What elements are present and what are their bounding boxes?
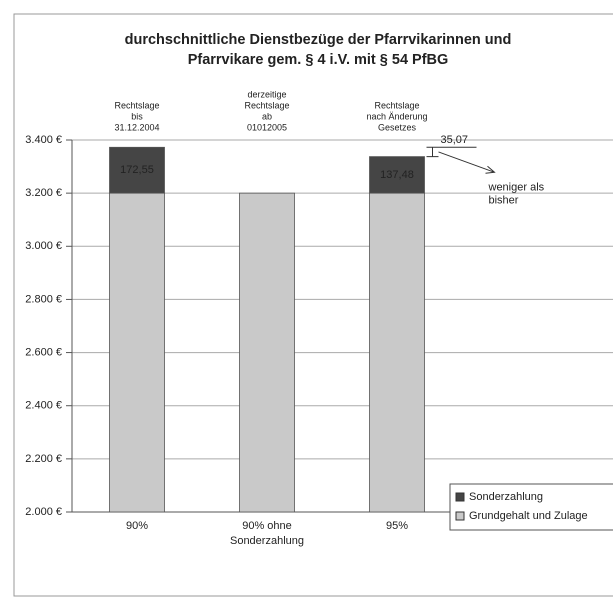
category-note: ab — [262, 111, 272, 121]
category-note: Rechtslage — [114, 100, 159, 110]
legend-label: Grundgehalt und Zulage — [469, 510, 588, 522]
category-note: derzeitige — [247, 89, 286, 99]
difference-note: weniger als bisher — [488, 181, 545, 206]
legend-swatch — [455, 492, 465, 502]
difference-label: 35,07 — [441, 134, 469, 146]
y-tick-label: 3.000 € — [25, 240, 62, 252]
bar-segment — [109, 146, 165, 194]
difference-bracket — [426, 146, 439, 158]
x-tick-label: 90% — [126, 520, 148, 532]
y-tick-label: 3.400 € — [25, 134, 62, 146]
bar-segment — [109, 192, 165, 513]
bar-segment — [369, 192, 425, 513]
arrow — [438, 151, 496, 174]
data-label: 172,55 — [120, 164, 154, 176]
category-note: bis — [131, 111, 143, 121]
bar-segment — [369, 156, 425, 194]
chart-title: Pfarrvikare gem. § 4 i.V. mit § 54 PfBG — [188, 52, 449, 68]
y-tick-label: 2.400 € — [25, 400, 62, 412]
y-tick-label: 3.200 € — [25, 187, 62, 199]
bar-segment — [239, 192, 295, 513]
chart-title: durchschnittliche Dienstbezüge der Pfarr… — [125, 32, 512, 48]
legend-label: Sonderzahlung — [469, 491, 543, 503]
category-note: 31.12.2004 — [114, 122, 159, 132]
y-tick-label: 2.800 € — [25, 293, 62, 305]
category-note: 01012005 — [247, 122, 287, 132]
y-tick-label: 2.600 € — [25, 346, 62, 358]
x-tick-label: 90% ohne Sonderzahlung — [230, 520, 304, 547]
data-label: 137,48 — [380, 169, 414, 181]
x-tick-label: 95% — [386, 520, 408, 532]
legend-box — [449, 483, 613, 531]
legend-swatch — [455, 511, 465, 521]
category-note: Gesetzes — [378, 122, 417, 132]
category-note: nach Änderung — [366, 111, 427, 121]
category-note: Rechtslage — [374, 100, 419, 110]
y-tick-label: 2.000 € — [25, 506, 62, 518]
category-note: Rechtslage — [244, 100, 289, 110]
y-tick-label: 2.200 € — [25, 453, 62, 465]
